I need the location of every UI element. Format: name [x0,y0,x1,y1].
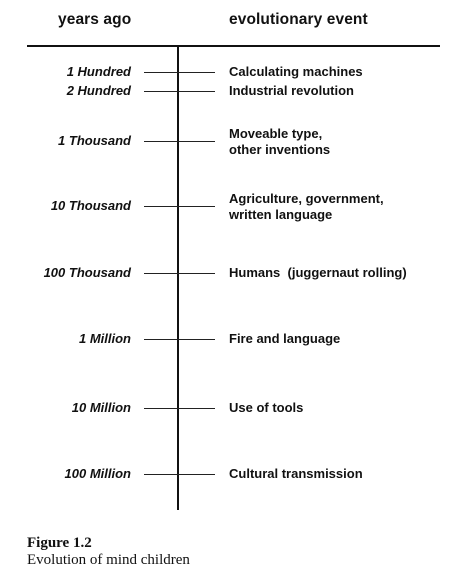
event-label: Fire and language [229,331,340,347]
figure-label: Figure 1.2 [27,535,92,551]
event-label: Agriculture, government, written languag… [229,191,384,222]
time-label: 1 Hundred [66,64,131,79]
timeline-tick [144,141,215,143]
timeline-tick [144,273,215,275]
timeline-axis [177,46,180,510]
event-label: Calculating machines [229,64,363,80]
event-label: Industrial revolution [229,83,354,99]
evolutionary-event-header: evolutionary event [229,11,368,28]
time-label: 1 Million [79,331,131,346]
header-rule [27,45,440,47]
time-label: 1 Thousand [58,133,131,148]
event-line: Cultural transmission [229,466,363,481]
years-ago-header: years ago [58,11,132,28]
event-line: other inventions [229,141,331,157]
event-label: Use of tools [229,400,303,416]
timeline-tick [144,474,215,476]
event-label: Moveable type, other inventions [229,126,330,157]
event-line: Fire and language [229,331,341,346]
time-label: 2 Hundred [66,83,131,98]
timeline-tick [144,339,215,341]
timeline-tick [144,408,215,410]
event-line: Industrial revolution [229,83,354,98]
timeline-tick [144,91,215,93]
time-label: 10 Million [71,400,131,415]
event-line: Calculating machines [229,64,363,79]
event-line: Use of tools [229,400,304,415]
time-label: 10 Thousand [50,198,131,213]
figure-title: Evolution of mind children [27,552,190,568]
event-label: Cultural transmission [229,466,363,482]
event-label: Humans (juggernaut rolling) [229,265,407,281]
event-line: Humans (juggernaut rolling) [229,265,407,280]
event-line: Agriculture, government, [229,191,384,206]
event-line: Moveable type, [229,126,323,141]
event-line: written language [229,206,333,222]
timeline-tick [144,72,215,74]
time-label: 100 Million [64,466,131,481]
timeline-tick [144,206,215,208]
time-label: 100 Thousand [43,265,131,280]
